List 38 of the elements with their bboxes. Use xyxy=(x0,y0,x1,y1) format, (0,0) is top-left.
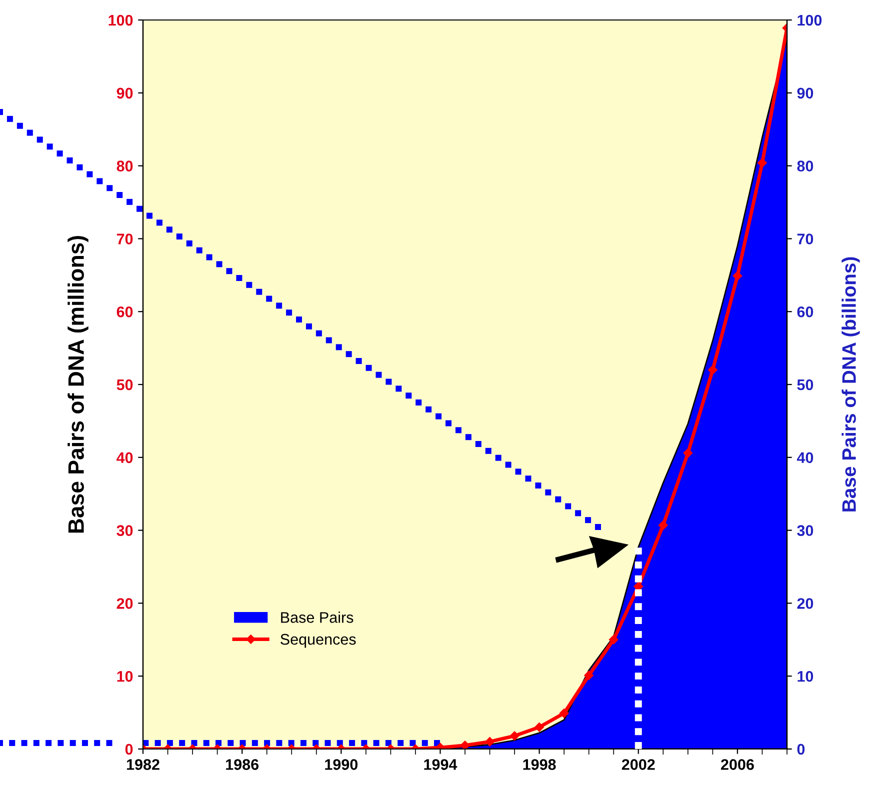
y2-tick-label: 10 xyxy=(798,670,814,682)
y-tick-label: 0 xyxy=(125,744,133,755)
x-tick-label: 1990 xyxy=(325,759,358,770)
y-tick-label: 100 xyxy=(108,14,133,26)
legend-label: Sequences xyxy=(280,634,356,648)
y-tick-label: 80 xyxy=(116,160,133,172)
y2-tick-label: 20 xyxy=(797,598,814,609)
legend-label: Base Pairs xyxy=(281,612,354,623)
x-tick-label: 1998 xyxy=(523,759,556,770)
y2-tick-label: 50 xyxy=(797,379,814,390)
y2-tick-label: 80 xyxy=(797,160,814,172)
y2-tick-label: 0 xyxy=(797,744,805,755)
y-axis-title: Base Pairs of DNA (millions) xyxy=(68,236,88,533)
point xyxy=(683,448,693,458)
point xyxy=(658,520,668,530)
y2-tick-label: 30 xyxy=(797,525,814,536)
y-tick-label: 50 xyxy=(116,379,133,390)
point xyxy=(708,365,718,375)
y-tick-label: 10 xyxy=(117,670,133,682)
x-tick-label: 2002 xyxy=(622,759,655,770)
y2-tick-label: 70 xyxy=(797,234,814,244)
x-tick-label: 2006 xyxy=(721,759,754,770)
y2-tick-label: 100 xyxy=(798,14,822,26)
y2-tick-label: 40 xyxy=(796,452,814,464)
y-tick-label: 40 xyxy=(116,452,133,464)
y2-tick-label: 90 xyxy=(797,88,814,99)
x-tick-label: 1986 xyxy=(226,759,259,770)
y-tick-label: 60 xyxy=(116,306,133,318)
y-tick-label: 20 xyxy=(116,598,133,609)
y2-axis-title: Base Pairs of DNA (billions) xyxy=(842,257,860,512)
y-tick-label: 70 xyxy=(116,234,133,244)
point xyxy=(758,158,767,168)
y-tick-label: 30 xyxy=(116,525,133,536)
point xyxy=(732,271,742,281)
y-tick-label: 90 xyxy=(116,88,133,99)
x-tick-label: 1994 xyxy=(424,759,458,770)
y2-tick-label: 60 xyxy=(797,306,814,318)
x-tick-label: 1982 xyxy=(126,759,160,770)
